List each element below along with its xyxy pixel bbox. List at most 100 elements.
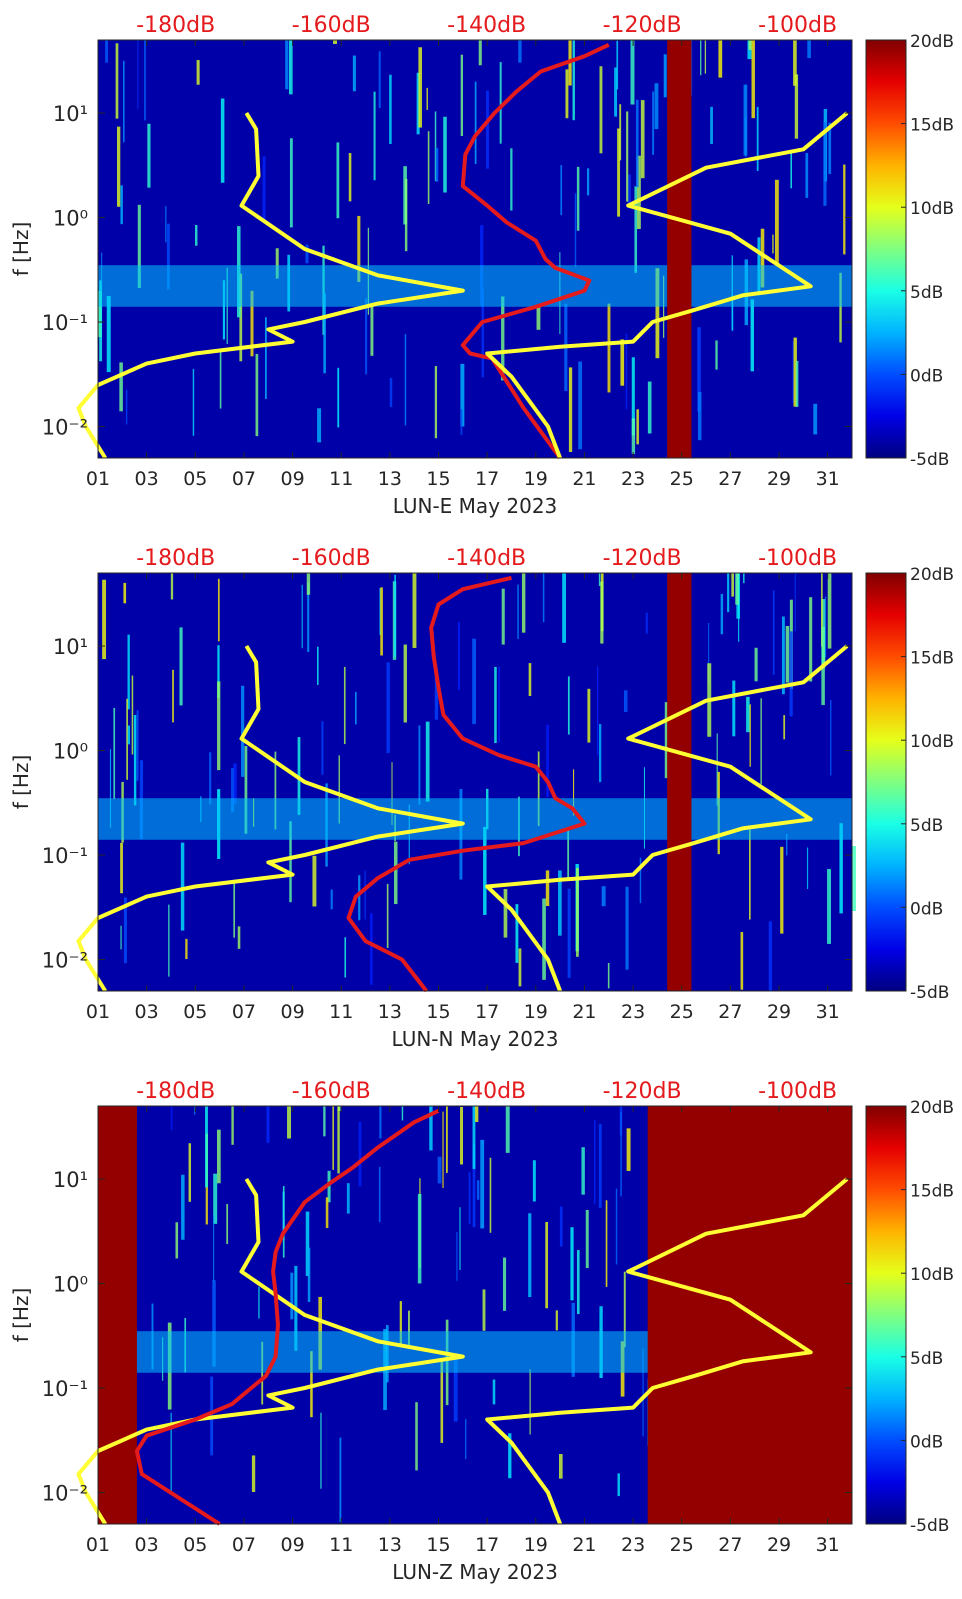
top-db-label: -140dB: [447, 13, 526, 38]
x-tick-label: 23: [621, 1534, 645, 1556]
plot-frame: [97, 1105, 853, 1525]
colorbar-label: 10dB: [910, 1265, 954, 1285]
x-tick-label: 11: [329, 1534, 353, 1556]
y-axis-label: f [Hz]: [9, 755, 33, 810]
median-noise-curve: [346, 575, 587, 993]
x-tick-label: 05: [183, 1534, 207, 1556]
x-tick-label: 25: [670, 468, 694, 490]
top-db-label: -100dB: [758, 1079, 837, 1104]
colorbar-label: 15dB: [910, 1182, 954, 1202]
x-tick-label: 15: [426, 1534, 450, 1556]
x-tick-label: 23: [621, 1001, 645, 1023]
plot-frame: [97, 39, 853, 459]
top-db-label: -120dB: [603, 13, 682, 38]
x-tick-label: 13: [378, 1534, 402, 1556]
plot-frame: [97, 572, 853, 992]
x-tick-label: 01: [86, 1534, 110, 1556]
y-tick-label: 10¹: [53, 102, 88, 126]
min-noise-curve: [76, 644, 465, 993]
median-noise-curve: [134, 1108, 440, 1526]
x-axis-label: LUN-N May 2023: [392, 1027, 559, 1051]
x-tick-label: 07: [232, 1001, 256, 1023]
x-tick-label: 19: [524, 1001, 548, 1023]
colorbar-label: 10dB: [910, 732, 954, 752]
colorbar-label: 0dB: [910, 366, 943, 386]
y-tick-label: 10¹: [53, 635, 88, 659]
min-noise-curve: [76, 111, 465, 460]
x-tick-label: 15: [426, 1001, 450, 1023]
x-tick-label: 25: [670, 1001, 694, 1023]
saturated-band: [667, 40, 692, 458]
x-tick-label: 21: [572, 468, 596, 490]
x-tick-label: 01: [86, 1001, 110, 1023]
top-db-label: -160dB: [292, 1079, 371, 1104]
colorbar-label: 10dB: [910, 199, 954, 219]
x-tick-label: 27: [718, 1001, 742, 1023]
x-tick-label: 03: [135, 1534, 159, 1556]
x-tick-label: 09: [280, 468, 304, 490]
y-tick-label: 10⁻¹: [42, 1377, 88, 1401]
x-tick-label: 05: [183, 468, 207, 490]
panel-1: 01 03 05 07 09 11 13 15 17 19 21 23 25 27 29 31 10⁻² 10⁻¹…: [9, 13, 954, 518]
x-axis-label: LUN-E May 2023: [393, 494, 558, 518]
y-tick-label: 10⁰: [53, 1273, 88, 1297]
colorbar: 20dB 15dB 10dB 5dB 0dB -5dB: [865, 1098, 954, 1536]
y-tick-label: 10⁻¹: [42, 311, 88, 335]
max-noise-curve: [485, 644, 849, 992]
colorbar-label: -5dB: [910, 1516, 949, 1536]
saturated-band: [98, 1106, 137, 1524]
y-tick-label: 10⁻²: [42, 416, 88, 440]
colorbar-label: 5dB: [910, 1349, 943, 1369]
x-tick-label: 15: [426, 468, 450, 490]
x-tick-label: 03: [135, 468, 159, 490]
top-db-label: -120dB: [603, 546, 682, 571]
x-tick-label: 09: [280, 1001, 304, 1023]
x-tick-label: 07: [232, 1534, 256, 1556]
min-noise-curve: [76, 1177, 465, 1526]
colorbar-gradient: [865, 1105, 907, 1525]
top-db-label: -140dB: [447, 546, 526, 571]
saturated-band: [667, 573, 692, 991]
x-tick-label: 27: [718, 1534, 742, 1556]
y-tick-label: 10⁻²: [42, 949, 88, 973]
colorbar: 20dB 15dB 10dB 5dB 0dB -5dB: [865, 565, 954, 1003]
top-db-label: -100dB: [758, 13, 837, 38]
x-tick-label: 29: [767, 1001, 791, 1023]
x-tick-label: 31: [816, 1534, 840, 1556]
colorbar-label: 20dB: [910, 565, 954, 585]
top-db-label: -180dB: [136, 1079, 215, 1104]
x-tick-label: 17: [475, 1001, 499, 1023]
top-db-label: -120dB: [603, 1079, 682, 1104]
y-axis-label: f [Hz]: [9, 1288, 33, 1343]
x-tick-label: 17: [475, 1534, 499, 1556]
colorbar-label: 0dB: [910, 1432, 943, 1452]
colorbar-label: 20dB: [910, 32, 954, 52]
y-tick-label: 10⁰: [53, 207, 88, 231]
x-tick-label: 09: [280, 1534, 304, 1556]
colorbar-label: 5dB: [910, 816, 943, 836]
x-tick-label: 29: [767, 468, 791, 490]
x-tick-label: 03: [135, 1001, 159, 1023]
top-db-label: -100dB: [758, 546, 837, 571]
x-tick-label: 13: [378, 468, 402, 490]
x-tick-label: 27: [718, 468, 742, 490]
colorbar-label: -5dB: [910, 450, 949, 470]
x-tick-label: 01: [86, 468, 110, 490]
x-tick-label: 31: [816, 1001, 840, 1023]
y-tick-label: 10¹: [53, 1168, 88, 1192]
median-noise-curve: [460, 42, 610, 460]
panel-2: 01 03 05 07 09 11 13 15 17 19 21 23 25 27 29 31 10⁻² 10⁻¹…: [9, 546, 954, 1051]
x-tick-label: 19: [524, 468, 548, 490]
top-db-label: -160dB: [292, 546, 371, 571]
x-tick-label: 11: [329, 1001, 353, 1023]
colorbar: 20dB 15dB 10dB 5dB 0dB -5dB: [865, 32, 954, 470]
x-tick-label: 13: [378, 1001, 402, 1023]
colorbar-label: -5dB: [910, 983, 949, 1003]
colorbar-label: 5dB: [910, 283, 943, 303]
colorbar-gradient: [865, 572, 907, 992]
x-tick-label: 19: [524, 1534, 548, 1556]
y-tick-label: 10⁻¹: [42, 844, 88, 868]
x-axis-label: LUN-Z May 2023: [392, 1560, 558, 1584]
y-tick-label: 10⁰: [53, 740, 88, 764]
